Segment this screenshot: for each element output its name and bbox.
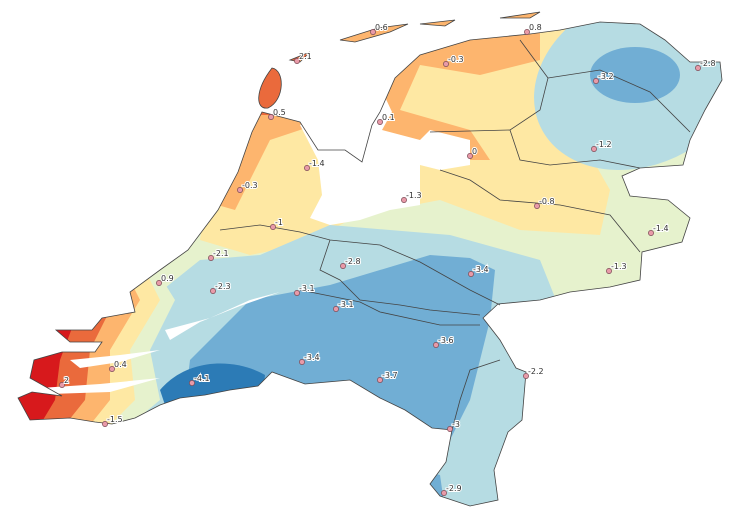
station-labels: 0.6 0.8 2.1 -0.3 -3.2 -2.8 0.5 0.1 0 -1.2 -1.4 -0.3… xyxy=(59,22,717,496)
station-value-label: -1.4 xyxy=(309,159,325,168)
station-marker xyxy=(467,153,473,159)
station-value-label: -0.8 xyxy=(539,197,555,206)
station-value-label: -3.4 xyxy=(304,353,320,362)
station-value-label: 0.4 xyxy=(114,360,127,369)
station-value-label: 0.5 xyxy=(273,108,286,117)
station-marker xyxy=(189,380,195,386)
station-marker xyxy=(695,65,701,71)
station-marker xyxy=(523,373,529,379)
station-marker xyxy=(447,426,453,432)
station-value-label: 0.9 xyxy=(161,274,174,283)
river-delta-water xyxy=(165,292,280,340)
station-marker xyxy=(591,146,597,152)
station-value-label: -1.2 xyxy=(596,140,612,149)
station-value-label: -1 xyxy=(275,218,283,227)
station-marker xyxy=(468,271,474,277)
station-marker xyxy=(268,114,274,120)
province-borders xyxy=(219,39,691,431)
station-value-label: -2.1 xyxy=(213,249,229,258)
station-value-label: -2.2 xyxy=(528,367,544,376)
station-marker xyxy=(59,382,65,388)
station-value-label: -3 xyxy=(452,420,460,429)
station-value-label: -3.1 xyxy=(338,300,354,309)
station-marker xyxy=(441,490,447,496)
station-value-label: -1.4 xyxy=(653,224,669,233)
station-marker xyxy=(606,268,612,274)
oosterschelde-water xyxy=(70,350,160,368)
station-marker xyxy=(210,288,216,294)
station-marker xyxy=(433,342,439,348)
station-value-label: -3.7 xyxy=(382,371,398,380)
station-value-label: -2.8 xyxy=(345,257,361,266)
station-value-label: -0.3 xyxy=(242,181,258,190)
station-marker xyxy=(109,366,115,372)
station-value-label: -3.2 xyxy=(598,72,614,81)
station-marker xyxy=(340,263,346,269)
station-marker xyxy=(648,230,654,236)
station-value-label: -1.3 xyxy=(611,262,627,271)
station-marker xyxy=(443,61,449,67)
station-value-label: -2.8 xyxy=(700,59,716,68)
station-value-label: -2.9 xyxy=(446,484,462,493)
station-marker xyxy=(333,306,339,312)
station-marker xyxy=(294,58,300,64)
station-marker xyxy=(524,29,530,35)
station-value-label: -3.4 xyxy=(473,265,489,274)
station-marker xyxy=(299,359,305,365)
station-value-label: -0.3 xyxy=(448,55,464,64)
station-marker xyxy=(377,119,383,125)
station-marker xyxy=(377,377,383,383)
station-marker xyxy=(237,187,243,193)
station-marker xyxy=(208,255,214,261)
station-value-label: -2.3 xyxy=(215,282,231,291)
station-marker xyxy=(294,290,300,296)
station-value-label: -1.3 xyxy=(406,191,422,200)
station-value-label: -4.1 xyxy=(194,374,210,383)
ijsselmeer-water xyxy=(300,82,470,225)
station-marker xyxy=(156,280,162,286)
station-marker xyxy=(370,29,376,35)
station-value-label: 2 xyxy=(64,376,69,385)
station-value-label: 0.1 xyxy=(382,113,395,122)
station-marker xyxy=(401,197,407,203)
station-value-label: 0 xyxy=(472,147,477,156)
station-marker xyxy=(304,165,310,171)
station-value-label: 0.6 xyxy=(375,23,388,32)
station-marker xyxy=(534,203,540,209)
station-value-label: -1.5 xyxy=(107,415,123,424)
station-value-label: 2.1 xyxy=(299,52,312,61)
station-marker xyxy=(270,224,276,230)
station-value-label: 0.8 xyxy=(529,23,542,32)
station-value-label: -3.6 xyxy=(438,336,454,345)
station-marker xyxy=(593,78,599,84)
station-marker xyxy=(102,421,108,427)
station-value-label: -3.1 xyxy=(299,284,315,293)
westerschelde-water xyxy=(40,378,160,394)
